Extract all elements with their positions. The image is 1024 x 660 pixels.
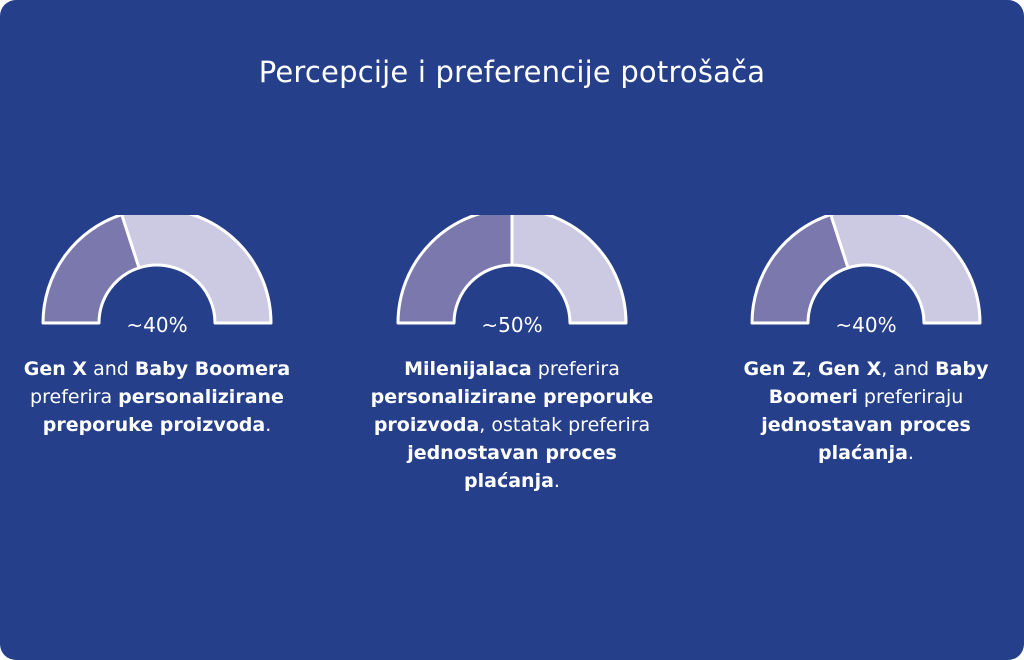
gauge-segment-primary — [750, 215, 850, 325]
caption-text: . — [553, 470, 560, 492]
caption-text: and — [87, 358, 135, 380]
gauge-segment-secondary — [829, 215, 982, 325]
gauge-percent-label: ~40% — [126, 313, 188, 337]
caption-emphasis: jednostavan proces plaćanja — [761, 414, 971, 464]
gauge-segment-primary — [41, 215, 141, 325]
gauge-percent-label: ~40% — [835, 313, 897, 337]
gauge-segment-secondary — [510, 215, 628, 325]
gauge-chart — [41, 215, 273, 325]
caption-text: , — [805, 358, 819, 380]
caption-emphasis: Gen X — [23, 358, 88, 380]
gauge-gen-x-boomers: ~40% Gen X and Baby Boomera preferira pe… — [24, 215, 337, 515]
caption-emphasis: Gen X — [818, 358, 882, 380]
caption-emphasis: Baby Boomeri — [768, 358, 989, 408]
gauge-percent-label: ~50% — [481, 313, 543, 337]
gauge-caption: Milenijalaca preferira personalizirane p… — [362, 355, 662, 495]
gauge-chart — [396, 215, 628, 325]
caption-emphasis: Milenijalaca — [404, 358, 532, 380]
gauge-caption: Gen X and Baby Boomera preferira persona… — [7, 355, 307, 439]
caption-emphasis: personalizirane preporuke proizvoda — [370, 386, 654, 436]
caption-text: . — [907, 442, 914, 464]
gauge-chart — [750, 215, 982, 325]
caption-text: . — [265, 414, 272, 436]
caption-text: preferira — [531, 358, 620, 380]
caption-emphasis: jednostavan proces plaćanja — [407, 442, 617, 492]
caption-emphasis: Gen Z — [743, 358, 806, 380]
caption-text: preferira — [30, 386, 119, 408]
caption-emphasis: personalizirane preporuke proizvoda — [42, 386, 284, 436]
gauge-millennials: ~50% Milenijalaca preferira personalizir… — [371, 215, 692, 515]
gauge-segment-primary — [396, 215, 514, 325]
caption-emphasis: Baby Boomera — [134, 358, 291, 380]
page-title: Percepcije i preferencije potrošača — [258, 55, 766, 89]
caption-text: preferiraju — [857, 386, 964, 408]
caption-text: , and — [881, 358, 936, 380]
gauge-genz-genx-boomers: ~40% Gen Z, Gen X, and Baby Boomeri pref… — [744, 215, 1024, 515]
gauge-segment-secondary — [120, 215, 273, 325]
gauge-caption: Gen Z, Gen X, and Baby Boomeri preferira… — [716, 355, 1016, 467]
caption-text: , ostatak preferira — [479, 414, 651, 436]
